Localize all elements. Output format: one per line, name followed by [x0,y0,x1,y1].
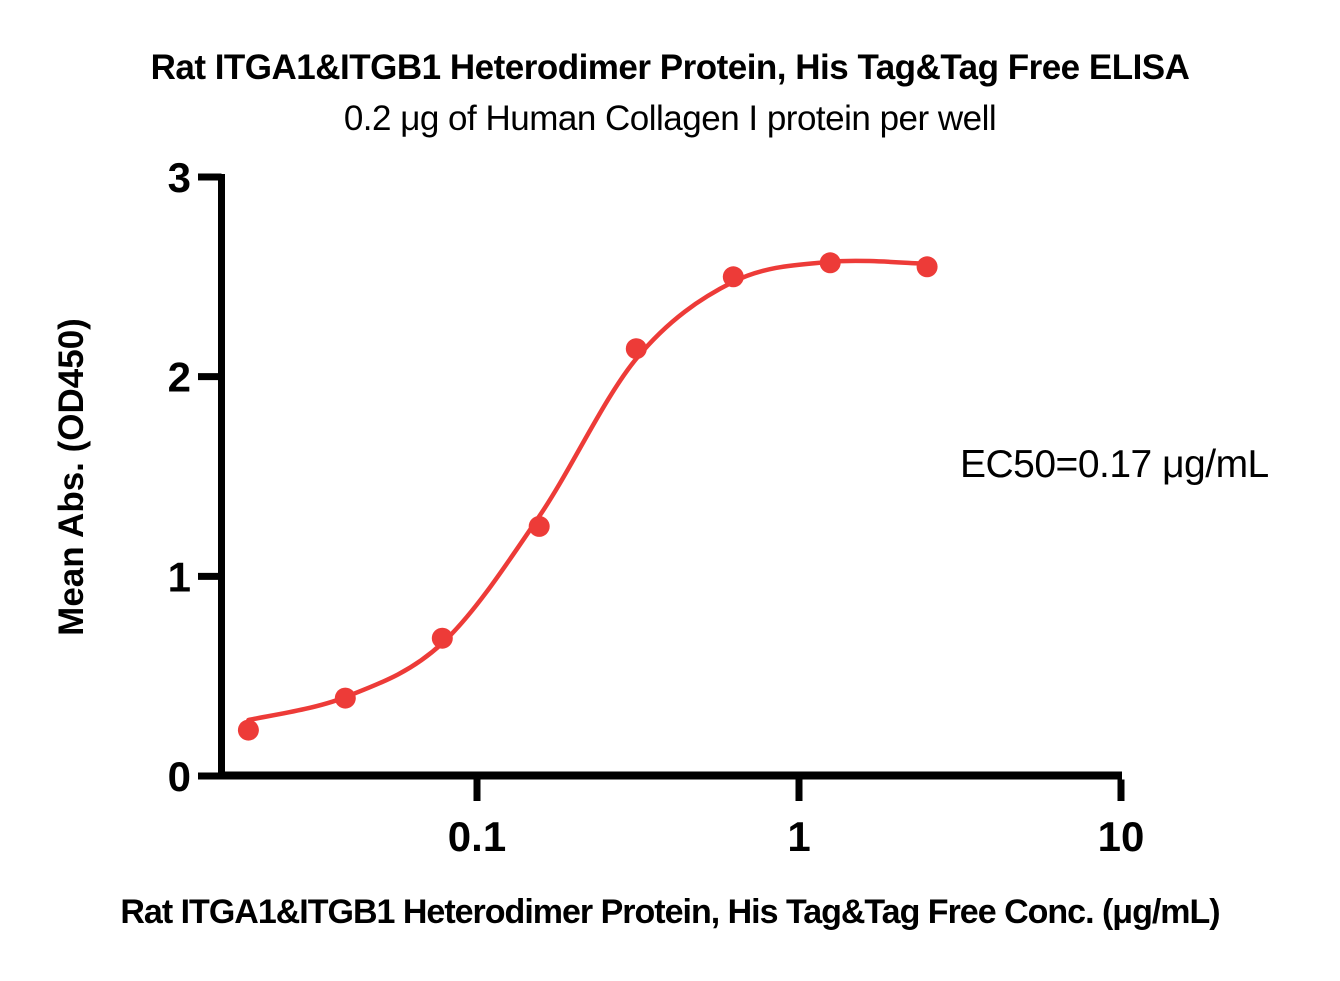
fit-curve [246,258,930,723]
data-point [237,719,259,741]
y-tick-label: 1 [168,553,191,600]
data-point [625,338,647,360]
data-point [334,687,356,709]
y-tick-label: 2 [168,354,191,401]
data-point [819,252,841,274]
y-tick-label: 3 [168,154,191,201]
x-axis-label: Rat ITGA1&ITGB1 Heterodimer Protein, His… [120,893,1220,931]
data-point [916,256,938,278]
x-tick-label: 0.1 [448,813,506,860]
data-point [722,266,744,288]
data-point [528,515,550,537]
x-tick-label: 1 [787,813,810,860]
data-point [431,627,453,649]
chart-title: Rat ITGA1&ITGB1 Heterodimer Protein, His… [150,48,1190,87]
y-tick-label: 0 [168,753,191,800]
chart-subtitle: 0.2 μg of Human Collagen I protein per w… [343,99,997,138]
x-tick-label: 10 [1098,813,1145,860]
ec50-annotation: EC50=0.17 μg/mL [960,443,1269,486]
